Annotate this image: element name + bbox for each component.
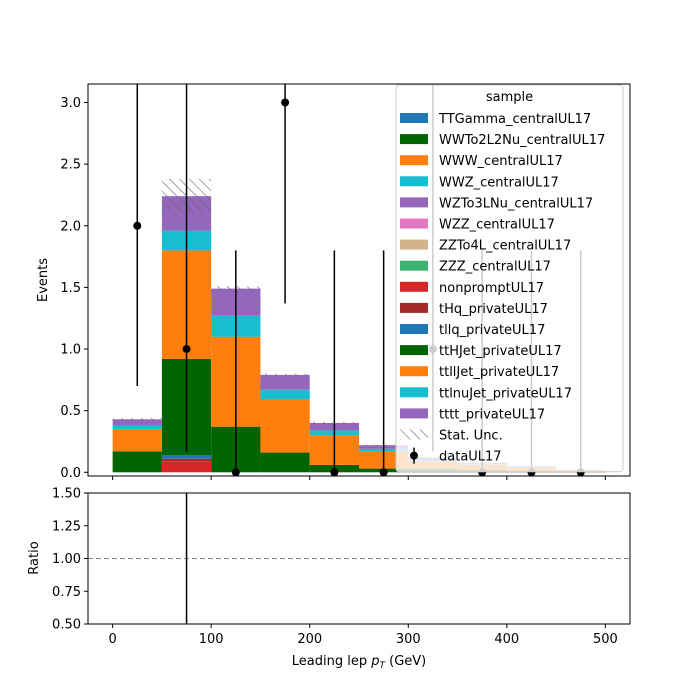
ratio-y-tick-label-3: 1.25 bbox=[52, 519, 81, 534]
legend-label-3: WWZ_centralUL17 bbox=[439, 175, 559, 190]
legend-swatch-13 bbox=[400, 387, 428, 398]
main-y-tick-label-1: 0.5 bbox=[60, 404, 81, 419]
bar-nonpromptul17-bin-1 bbox=[161, 461, 212, 473]
legend-label-stat-unc: Stat. Unc. bbox=[439, 429, 503, 444]
ratio-y-tick-label-1: 0.75 bbox=[52, 585, 81, 600]
bar-ttlnujet-privateul17-bin-3 bbox=[260, 389, 310, 400]
bar-thq-privateul17-bin-1 bbox=[161, 458, 212, 462]
legend-label-5: WZZ_centralUL17 bbox=[439, 218, 555, 233]
legend-label-13: ttlnuJet_privateUL17 bbox=[439, 386, 572, 401]
legend-swatch-6 bbox=[400, 239, 428, 250]
legend-label-7: ZZZ_centralUL17 bbox=[439, 260, 551, 275]
bar-tttt-privateul17-bin-3 bbox=[260, 374, 310, 390]
data-point-4 bbox=[330, 468, 339, 476]
main-y-tick-label-4: 2.0 bbox=[60, 219, 81, 234]
bar-ttlljet-privateul17-bin-0 bbox=[112, 429, 162, 452]
ratio-x-axis-ticks: 0 100 200 300 400 500 bbox=[108, 624, 618, 647]
ratio-plot-panel: 0.50 0.75 1.00 1.25 1.50 0 100 200 300 400 500 Ra… bbox=[27, 487, 631, 671]
legend-label-8: nonpromptUL17 bbox=[439, 281, 544, 296]
stat-unc-band-bin-0 bbox=[112, 418, 162, 421]
main-y-axis-ticks: 0.0 0.5 1.0 1.5 2.0 2.5 3.0 bbox=[60, 96, 88, 481]
ratio-x-tick-label-3: 300 bbox=[396, 632, 421, 647]
legend-label-2: WWW_centralUL17 bbox=[439, 154, 563, 169]
ratio-y-axis-label: Ratio bbox=[27, 541, 42, 574]
bar-tllq-privateul17-bin-1 bbox=[161, 455, 212, 459]
main-y-tick-label-0: 0.0 bbox=[60, 466, 81, 481]
legend-label-11: ttHJet_privateUL17 bbox=[439, 344, 562, 359]
main-y-tick-label-5: 2.5 bbox=[60, 158, 81, 173]
main-plot-frame bbox=[87, 83, 631, 477]
x-axis-label: Leading lep pT (GeV) bbox=[292, 654, 426, 671]
legend-title: sample bbox=[486, 90, 533, 105]
ratio-y-tick-label-4: 1.50 bbox=[52, 487, 81, 502]
legend-swatch-7 bbox=[400, 260, 428, 271]
legend-swatch-3 bbox=[400, 176, 428, 187]
legend-label-4: WZTo3LNu_centralUL17 bbox=[439, 196, 593, 211]
legend-label-14: tttt_privateUL17 bbox=[439, 407, 545, 422]
legend-swatch-5 bbox=[400, 218, 428, 229]
data-point-0 bbox=[133, 221, 142, 230]
legend-swatch-12 bbox=[400, 366, 428, 377]
legend-swatch-10 bbox=[400, 324, 428, 334]
ratio-x-tick-label-4: 400 bbox=[494, 632, 519, 647]
ratio-x-tick-label-1: 100 bbox=[199, 632, 224, 647]
legend-box bbox=[395, 84, 624, 473]
bar-tthjet-privateul17-bin-3 bbox=[260, 452, 310, 473]
legend-swatch-1 bbox=[400, 134, 428, 145]
legend-swatch-9 bbox=[400, 302, 428, 313]
legend-label-9: tHq_privateUL17 bbox=[439, 302, 548, 317]
bar-tthjet-privateul17-bin-0 bbox=[112, 451, 162, 473]
bar-ttlljet-privateul17-bin-3 bbox=[260, 399, 310, 453]
main-y-tick-label-6: 3.0 bbox=[60, 96, 81, 111]
legend-swatch-data-marker bbox=[410, 451, 418, 460]
main-y-axis-label: Events bbox=[36, 258, 51, 302]
legend-label-6: ZZTo4L_centralUL17 bbox=[439, 239, 571, 254]
legend-swatch-2 bbox=[400, 155, 428, 166]
legend-swatch-11 bbox=[400, 345, 428, 356]
stat-unc-band-bin-3 bbox=[260, 373, 310, 377]
ratio-y-axis-ticks: 0.50 0.75 1.00 1.25 1.50 bbox=[52, 487, 88, 633]
legend-label-0: TTGamma_centralUL17 bbox=[438, 112, 591, 127]
legend-label-data: dataUL17 bbox=[439, 450, 502, 465]
ratio-x-tick-label-2: 200 bbox=[297, 632, 322, 647]
data-point-2 bbox=[231, 468, 240, 476]
main-y-tick-label-2: 1.0 bbox=[60, 343, 81, 358]
data-point-3 bbox=[281, 98, 290, 107]
data-point-5 bbox=[379, 468, 388, 476]
bar-tttt-privateul17-bin-0 bbox=[112, 419, 162, 426]
legend-swatch-stat-unc bbox=[400, 429, 428, 440]
legend-label-10: tllq_privateUL17 bbox=[439, 323, 545, 338]
bar-ttlnujet-privateul17-bin-0 bbox=[112, 425, 162, 430]
legend-swatch-0 bbox=[400, 113, 428, 123]
data-point-1 bbox=[182, 345, 191, 354]
ratio-y-tick-label-2: 1.00 bbox=[52, 552, 81, 567]
ratio-x-tick-label-0: 0 bbox=[108, 632, 116, 647]
legend-label-1: WWTo2L2Nu_centralUL17 bbox=[439, 133, 605, 148]
legend-swatch-8 bbox=[400, 281, 428, 292]
ratio-y-tick-label-0: 0.50 bbox=[52, 618, 81, 633]
legend: sample TTGamma_centralUL17 WWTo2L2Nu_centr… bbox=[395, 84, 624, 473]
legend-label-12: ttllJet_privateUL17 bbox=[439, 365, 559, 380]
legend-swatch-4 bbox=[400, 197, 428, 208]
main-plot-panel: 0.0 0.5 1.0 1.5 2.0 2.5 3.0 Events sample TTGam… bbox=[36, 83, 631, 481]
main-x-axis-ticks bbox=[112, 476, 606, 480]
main-y-tick-label-3: 1.5 bbox=[60, 281, 81, 296]
ratio-x-tick-label-5: 500 bbox=[593, 632, 618, 647]
legend-swatch-14 bbox=[400, 408, 428, 419]
